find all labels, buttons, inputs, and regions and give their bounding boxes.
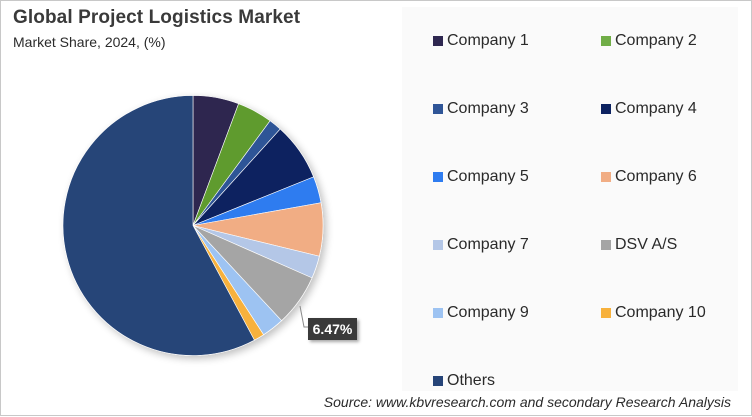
legend-label: Others <box>447 372 496 389</box>
chart-subtitle: Market Share, 2024, (%) <box>13 34 166 50</box>
legend-swatch-icon <box>433 308 443 318</box>
legend-label: Company 10 <box>615 304 706 321</box>
legend-swatch-icon <box>601 172 611 182</box>
legend-label: Company 3 <box>447 100 529 117</box>
legend-swatch-icon <box>433 376 443 386</box>
legend-item-company-2[interactable]: Company 2 <box>601 32 697 50</box>
legend-item-company-1[interactable]: Company 1 <box>433 32 529 50</box>
legend-swatch-icon <box>601 104 611 114</box>
legend-label: DSV A/S <box>615 236 678 253</box>
legend-label: Company 1 <box>447 32 529 49</box>
legend-item-company-5[interactable]: Company 5 <box>433 168 529 186</box>
legend-item-company-4[interactable]: Company 4 <box>601 100 697 118</box>
legend-swatch-icon <box>433 172 443 182</box>
legend-swatch-icon <box>601 240 611 250</box>
legend-label: Company 6 <box>615 168 697 185</box>
legend-item-company-10[interactable]: Company 10 <box>601 304 706 322</box>
legend-swatch-icon <box>601 308 611 318</box>
legend-item-company-9[interactable]: Company 9 <box>433 304 529 322</box>
dsv-data-label: 6.47% <box>308 318 357 340</box>
legend-item-company-6[interactable]: Company 6 <box>601 168 697 186</box>
chart-title: Global Project Logistics Market <box>13 7 301 28</box>
legend-item-company-7[interactable]: Company 7 <box>433 236 529 254</box>
legend-swatch-icon <box>433 240 443 250</box>
pie-slice-others[interactable] <box>62 95 255 356</box>
legend-swatch-icon <box>433 36 443 46</box>
legend-label: Company 7 <box>447 236 529 253</box>
pie-svg <box>62 95 324 356</box>
source-note: Source: www.kbvresearch.com and secondar… <box>323 394 731 410</box>
legend-item-others[interactable]: Others <box>433 372 495 390</box>
leader-line <box>299 305 308 328</box>
legend-label: Company 2 <box>615 32 697 49</box>
legend-label: Company 5 <box>447 168 529 185</box>
legend-label: Company 4 <box>615 100 697 117</box>
legend <box>402 7 738 391</box>
legend-label: Company 9 <box>447 304 529 321</box>
legend-swatch-icon <box>433 104 443 114</box>
legend-item-dsv[interactable]: DSV A/S <box>601 236 677 254</box>
legend-swatch-icon <box>601 36 611 46</box>
legend-item-company-3[interactable]: Company 3 <box>433 100 529 118</box>
pie-chart: 6.47% <box>1 1 401 417</box>
